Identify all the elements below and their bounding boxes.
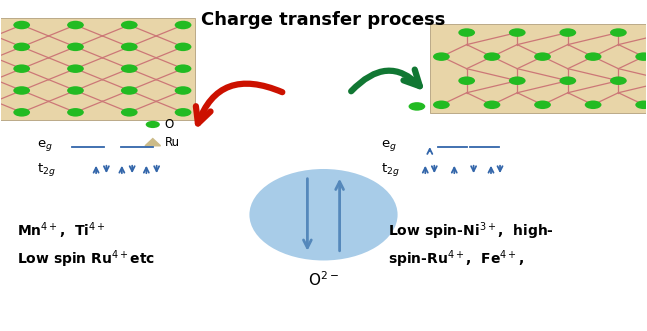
- Text: e$_g$: e$_g$: [382, 138, 397, 153]
- Text: Charge transfer process: Charge transfer process: [201, 11, 446, 29]
- Circle shape: [14, 43, 30, 51]
- Circle shape: [483, 101, 500, 109]
- Circle shape: [534, 101, 551, 109]
- Text: O$^{2-}$: O$^{2-}$: [308, 270, 339, 289]
- Circle shape: [121, 43, 138, 51]
- Circle shape: [67, 65, 84, 73]
- Circle shape: [509, 76, 525, 85]
- Text: spin-Ru$^{4+}$,  Fe$^{4+}$,: spin-Ru$^{4+}$, Fe$^{4+}$,: [388, 248, 524, 270]
- Circle shape: [408, 102, 425, 111]
- Circle shape: [433, 52, 450, 61]
- Circle shape: [121, 21, 138, 29]
- Text: e$_g$: e$_g$: [37, 138, 52, 153]
- Circle shape: [121, 86, 138, 95]
- Circle shape: [146, 121, 160, 128]
- Circle shape: [635, 52, 647, 61]
- Circle shape: [635, 101, 647, 109]
- Circle shape: [175, 108, 192, 117]
- Circle shape: [14, 65, 30, 73]
- FancyBboxPatch shape: [0, 18, 195, 119]
- Circle shape: [560, 76, 576, 85]
- Circle shape: [483, 52, 500, 61]
- Circle shape: [121, 108, 138, 117]
- Circle shape: [433, 101, 450, 109]
- Circle shape: [509, 28, 525, 37]
- Circle shape: [610, 76, 627, 85]
- Circle shape: [14, 21, 30, 29]
- Circle shape: [175, 65, 192, 73]
- Circle shape: [534, 52, 551, 61]
- Text: t$_{2g}$: t$_{2g}$: [37, 161, 56, 178]
- Ellipse shape: [249, 169, 398, 260]
- Circle shape: [67, 108, 84, 117]
- Circle shape: [67, 21, 84, 29]
- Circle shape: [585, 101, 602, 109]
- Circle shape: [175, 86, 192, 95]
- Polygon shape: [145, 139, 160, 146]
- Text: t$_{2g}$: t$_{2g}$: [382, 161, 400, 178]
- Text: Low spin-Ni$^{3+}$,  high-: Low spin-Ni$^{3+}$, high-: [388, 220, 554, 242]
- Circle shape: [14, 108, 30, 117]
- Circle shape: [175, 21, 192, 29]
- FancyBboxPatch shape: [430, 24, 647, 113]
- Text: Ru: Ru: [164, 136, 179, 149]
- Circle shape: [67, 86, 84, 95]
- Circle shape: [121, 65, 138, 73]
- Circle shape: [560, 28, 576, 37]
- Circle shape: [14, 86, 30, 95]
- Circle shape: [458, 76, 475, 85]
- Circle shape: [67, 43, 84, 51]
- Circle shape: [458, 28, 475, 37]
- Text: Low spin Ru$^{4+}$etc: Low spin Ru$^{4+}$etc: [17, 248, 156, 270]
- Circle shape: [610, 28, 627, 37]
- Circle shape: [175, 43, 192, 51]
- Text: Mn$^{4+}$,  Ti$^{4+}$: Mn$^{4+}$, Ti$^{4+}$: [17, 221, 106, 241]
- Circle shape: [585, 52, 602, 61]
- Text: O: O: [164, 118, 173, 131]
